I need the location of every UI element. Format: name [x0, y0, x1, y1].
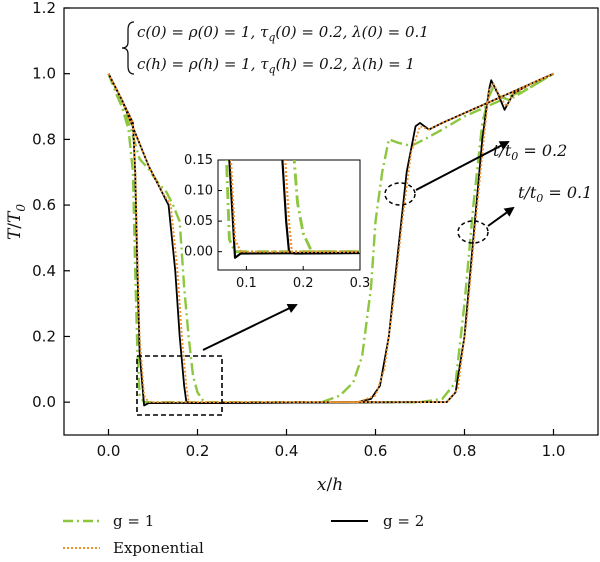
- y-tick-label: 0.2: [32, 327, 56, 345]
- zoom-arrow: [202, 303, 298, 351]
- x-tick-label: 0.4: [275, 442, 299, 460]
- x-tick-label: 1.0: [542, 442, 566, 460]
- inset-series-0-curve-0: [292, 160, 360, 254]
- inset-series-2-curve-0: [284, 160, 360, 253]
- y-tick-label: 0.6: [32, 196, 56, 214]
- inset-series-0-curve-1: [462, 0, 600, 252]
- inset-series-0-curve-2: [225, 160, 360, 254]
- inset-series-1-curve-1: [474, 0, 600, 252]
- y-tick-label: 0.0: [32, 393, 56, 411]
- main-series-0-curve-2: [107, 73, 420, 404]
- annotation-t01: t/t0 = 0.1: [518, 183, 592, 205]
- highlight-ellipse-t01: [457, 220, 489, 244]
- x-axis-label: x/h: [317, 475, 343, 495]
- inset-y-tick-label: 0.15: [184, 153, 213, 168]
- main-series-0-curve-3: [419, 72, 555, 404]
- main-series-0-curve-1: [321, 72, 555, 404]
- main-series-2-curve-0: [107, 73, 376, 404]
- x-tick-label: 0.2: [186, 442, 210, 460]
- y-tick-label: 1.2: [32, 0, 56, 17]
- equation-block: c(0) = ρ(0) = 1, τq(0) = 0.2, λ(0) = 0.1…: [121, 21, 429, 76]
- legend: g = 1 Exponential g = 2: [63, 512, 424, 557]
- x-tick-label: 0.8: [453, 442, 477, 460]
- inset-series-2-curve-1: [474, 0, 600, 252]
- arrow-t02: [415, 141, 510, 191]
- inset-y-tick-label: 0.00: [184, 245, 213, 260]
- x-tick-label: 0.0: [97, 442, 121, 460]
- annotation-t02: t/t0 = 0.2: [493, 141, 567, 163]
- y-axis-label: T/T0: [5, 204, 28, 240]
- inset-x-tick-label: 0.2: [293, 276, 314, 291]
- main-series-2-curve-1: [331, 72, 554, 404]
- main-series-2-curve-2: [107, 73, 420, 404]
- zoom-region-box: [136, 355, 223, 416]
- inset-y-tick-label: 0.10: [184, 184, 213, 199]
- inset-series-1-curve-0: [281, 160, 360, 255]
- arrow-t01: [487, 206, 515, 227]
- main-series-2-curve-3: [420, 72, 554, 404]
- inset-x-tick-label: 0.3: [350, 276, 371, 291]
- inset-series-1-curve-2: [228, 160, 360, 259]
- inset-series-2-curve-2: [229, 160, 360, 253]
- legend-label-exp: Exponential: [113, 539, 204, 557]
- y-tick-label: 0.4: [32, 262, 56, 280]
- equation-line-1: c(0) = ρ(0) = 1, τq(0) = 0.2, λ(0) = 0.1: [137, 23, 429, 44]
- y-tick-label: 1.0: [32, 65, 56, 83]
- x-tick-label: 0.6: [364, 442, 388, 460]
- highlight-ellipse-t02: [384, 182, 416, 206]
- equation-line-2: c(h) = ρ(h) = 1, τq(h) = 0.2, λ(h) = 1: [137, 55, 415, 76]
- y-tick-label: 0.8: [32, 130, 56, 148]
- inset-y-tick-label: 0.05: [184, 214, 213, 229]
- legend-label-g1: g = 1: [113, 512, 154, 530]
- equation-brace: [121, 21, 135, 75]
- inset-x-tick-label: 0.1: [236, 276, 257, 291]
- main-series-1-curve-1: [331, 72, 554, 404]
- plot-frame: [63, 7, 599, 436]
- main-series-0-curve-0: [107, 73, 376, 404]
- main-series-1-curve-3: [420, 72, 554, 404]
- legend-label-g2: g = 2: [383, 512, 424, 530]
